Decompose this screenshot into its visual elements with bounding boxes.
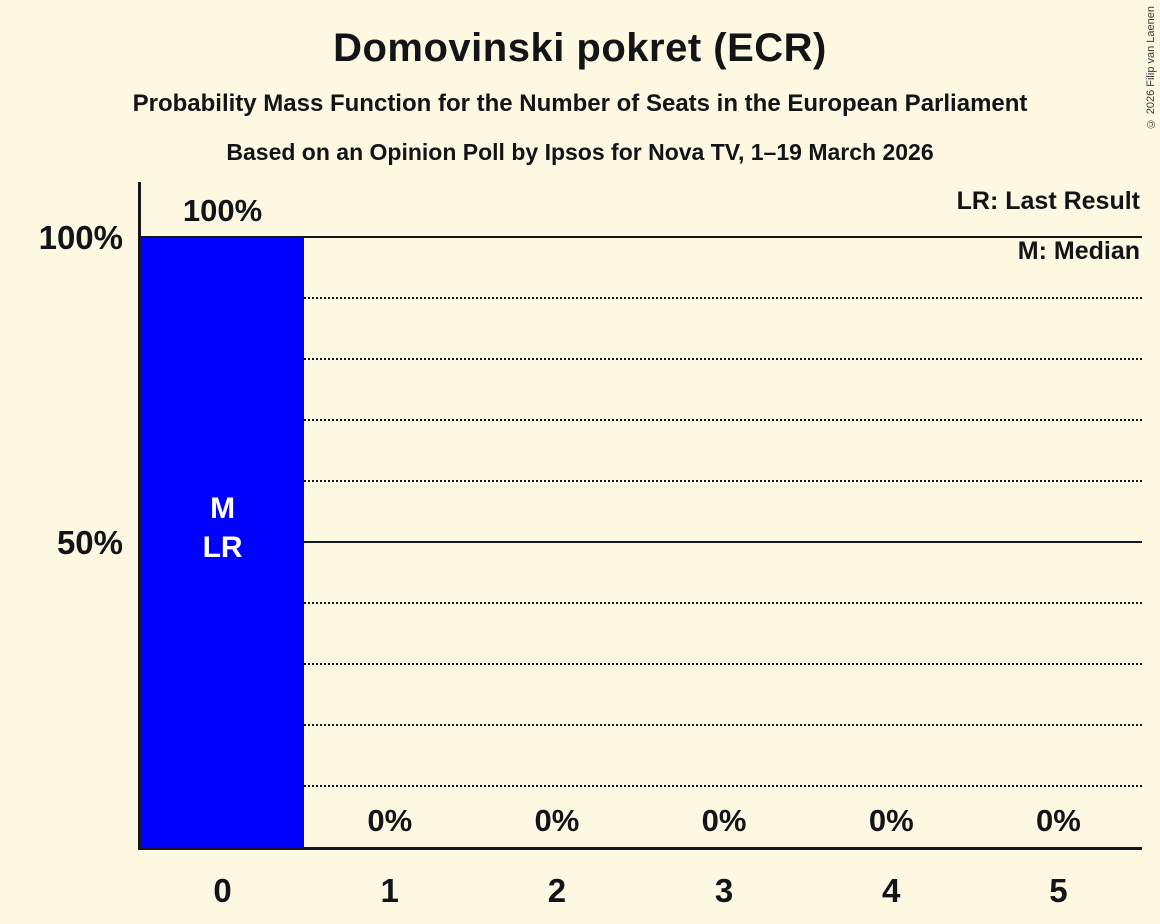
x-axis-line — [138, 847, 1142, 850]
gridline-40 — [141, 602, 1142, 604]
legend-median: M: Median — [1017, 237, 1140, 265]
gridline-80 — [141, 358, 1142, 360]
gridline-50 — [141, 541, 1142, 543]
gridline-90 — [141, 297, 1142, 299]
y-axis-line — [138, 182, 141, 850]
y-tick-label-50: 50% — [56, 524, 123, 561]
bar-value-label-0: 100% — [182, 193, 263, 228]
bar-value-label-2: 0% — [534, 803, 580, 838]
bar-0 — [141, 238, 305, 848]
chart-sub-subtitle: Based on an Opinion Poll by Ipsos for No… — [226, 139, 934, 165]
gridline-60 — [141, 480, 1142, 482]
x-tick-label-4: 4 — [882, 872, 901, 909]
gridline-30 — [141, 663, 1142, 665]
chart-title: Domovinski pokret (ECR) — [333, 26, 827, 70]
y-tick-label-100: 100% — [38, 219, 123, 256]
gridline-10 — [141, 785, 1142, 787]
legend-last-result: LR: Last Result — [956, 187, 1140, 215]
chart-subtitle: Probability Mass Function for the Number… — [132, 90, 1028, 117]
gridline-100 — [141, 236, 1142, 238]
gridline-70 — [141, 419, 1142, 421]
bar-value-label-1: 0% — [367, 803, 413, 838]
bar-value-label-5: 0% — [1036, 803, 1081, 838]
x-tick-label-1: 1 — [380, 872, 399, 909]
x-tick-label-5: 5 — [1049, 872, 1068, 909]
gridline-20 — [141, 724, 1142, 726]
bar-annotation-0: M LR — [202, 492, 243, 564]
bar-value-label-4: 0% — [868, 803, 914, 838]
bar-value-label-3: 0% — [701, 803, 747, 838]
x-tick-label-0: 0 — [213, 872, 232, 909]
x-tick-label-3: 3 — [714, 872, 734, 909]
x-tick-label-2: 2 — [547, 872, 567, 909]
